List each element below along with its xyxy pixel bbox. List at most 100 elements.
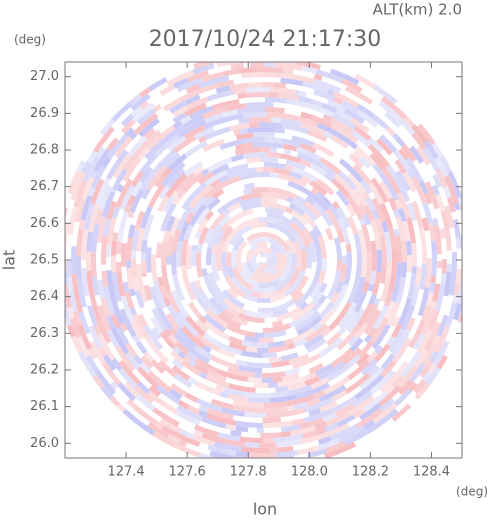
echo-cell: [211, 254, 221, 282]
echo-cell: [111, 168, 128, 192]
echo-cell: [209, 419, 227, 429]
echo-cell: [161, 161, 186, 187]
echo-cell: [396, 192, 411, 219]
echo-cell: [209, 212, 227, 231]
echo-cell: [336, 259, 342, 272]
echo-cell: [246, 261, 257, 275]
echo-cell: [239, 128, 248, 135]
echo-cell: [264, 329, 287, 338]
echo-cell: [101, 236, 108, 265]
echo-cell: [424, 257, 432, 288]
echo-cell: [80, 195, 93, 221]
echo-cell: [415, 146, 431, 166]
echo-cell: [427, 363, 437, 374]
echo-cell: [266, 152, 281, 159]
echo-cell: [264, 62, 295, 65]
echo-cell: [120, 295, 135, 323]
echo-cell: [127, 135, 148, 157]
echo-cell: [402, 171, 417, 193]
echo-cell: [198, 404, 209, 413]
echo-cell: [236, 107, 266, 115]
echo-cell: [106, 161, 120, 180]
echo-cell: [440, 168, 449, 178]
echo-cell: [234, 143, 244, 151]
echo-cell: [262, 420, 294, 429]
echo-cell: [93, 324, 102, 336]
echo-cell: [227, 367, 255, 378]
echo-cell: [193, 62, 220, 70]
echo-cell: [196, 242, 204, 253]
echo-cell: [451, 251, 457, 273]
echo-cell: [269, 232, 291, 253]
echo-cell: [129, 307, 137, 316]
echo-cell: [391, 403, 412, 422]
echo-cell: [352, 276, 366, 304]
echo-cell: [154, 175, 165, 188]
echo-cell: [330, 348, 354, 368]
echo-cell: [127, 210, 135, 219]
echo-cell: [198, 315, 208, 325]
echo-cell: [317, 436, 332, 445]
echo-cell: [135, 341, 148, 355]
echo-cell: [195, 381, 221, 396]
x-axis-label: lon: [253, 500, 277, 519]
echo-cell: [95, 146, 106, 158]
echo-cell: [196, 296, 210, 313]
echo-cell: [285, 164, 294, 172]
echo-cell: [81, 229, 89, 261]
echo-cell: [378, 100, 398, 118]
echo-cell: [87, 347, 98, 360]
echo-cell: [372, 408, 399, 431]
echo-cell: [121, 242, 127, 267]
echo-cell: [407, 381, 418, 392]
echo-cell: [111, 272, 122, 303]
echo-cell: [319, 157, 342, 175]
echo-cell: [126, 398, 138, 410]
echo-cell: [225, 423, 237, 431]
echo-cell: [330, 117, 355, 135]
echo-cell: [217, 347, 236, 359]
echo-cell: [275, 52, 290, 58]
echo-cell: [185, 315, 206, 337]
echo-cell: [163, 125, 176, 136]
echo-cell: [184, 343, 211, 364]
echo-cell: [380, 277, 391, 303]
echo-cell: [432, 217, 439, 227]
echo-cell: [317, 270, 327, 284]
echo-cell: [319, 400, 338, 413]
echo-cell: [167, 135, 187, 152]
echo-cell: [246, 248, 254, 263]
echo-cell: [363, 309, 382, 335]
echo-cell: [356, 352, 371, 367]
echo-cell: [245, 102, 274, 109]
echo-cell: [428, 321, 442, 343]
echo-cell: [325, 331, 342, 347]
echo-cell: [180, 325, 206, 349]
echo-cell: [318, 336, 344, 358]
echo-cell: [161, 424, 179, 438]
echo-cell: [340, 78, 363, 93]
echo-cell: [307, 448, 328, 458]
echo-cell: [304, 149, 323, 162]
echo-cell: [170, 190, 179, 200]
echo-cell: [211, 243, 219, 255]
echo-cell: [346, 395, 375, 417]
echo-cell: [324, 208, 333, 217]
echo-cell: [418, 228, 427, 244]
echo-cell: [120, 113, 134, 127]
echo-cell: [308, 407, 322, 417]
echo-cell: [293, 401, 308, 410]
echo-cell: [89, 170, 98, 179]
echo-cell: [123, 149, 142, 172]
echo-cell: [102, 218, 112, 237]
echo-cell: [272, 376, 283, 383]
echo-cell: [228, 335, 243, 346]
echo-cell: [139, 100, 150, 110]
echo-cell: [115, 178, 133, 208]
echo-cell: [391, 249, 397, 273]
echo-cell: [294, 62, 306, 67]
echo-cell: [252, 247, 266, 257]
echo-cell: [283, 148, 292, 156]
echo-cell: [352, 163, 362, 174]
echo-cell: [263, 401, 288, 408]
